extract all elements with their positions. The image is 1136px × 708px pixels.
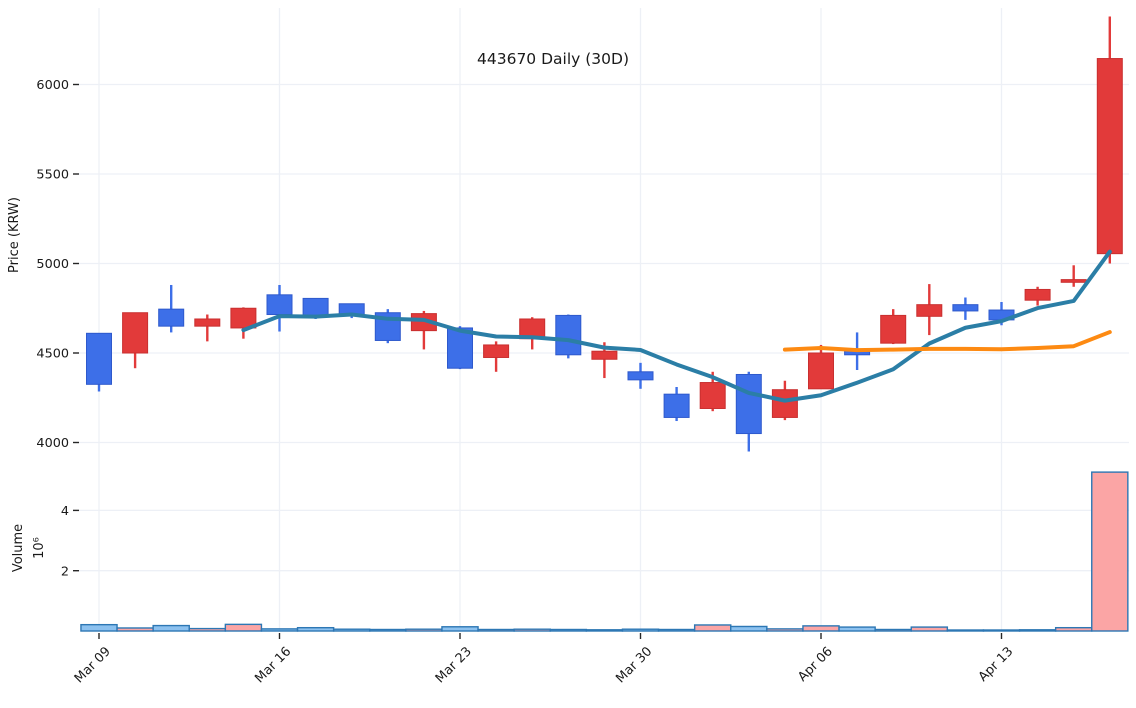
volume-bar bbox=[80, 623, 118, 632]
volume-axis-label: Volume bbox=[11, 524, 26, 572]
volume-bar bbox=[188, 627, 227, 632]
volume-bar bbox=[1054, 626, 1093, 632]
volume-bar bbox=[549, 628, 588, 632]
volume-bar bbox=[585, 629, 624, 632]
price-tick-label: 5500 bbox=[36, 168, 69, 183]
volume-bar bbox=[224, 623, 263, 632]
volume-bar bbox=[874, 628, 912, 632]
volume-bar bbox=[405, 628, 443, 632]
candle-body bbox=[1060, 279, 1087, 283]
volume-tick-label: 4 bbox=[61, 504, 69, 519]
candle-body bbox=[699, 382, 726, 409]
volume-bar bbox=[477, 628, 515, 632]
volume-bar bbox=[513, 628, 551, 632]
candle-body bbox=[1096, 58, 1123, 255]
candle-body bbox=[447, 327, 473, 369]
candle-body bbox=[952, 304, 979, 312]
axes-layer: 4000 4500 5000 5500 6000 2 4 Mar 09 Mar 16 Mar 23… bbox=[36, 78, 1016, 686]
volume-bar bbox=[441, 626, 479, 632]
volume-bar bbox=[657, 628, 696, 632]
volume-bar bbox=[838, 626, 876, 632]
date-tick-label: Mar 09 bbox=[72, 644, 114, 686]
candle-body bbox=[591, 350, 618, 360]
price-tick-label: 6000 bbox=[36, 78, 69, 93]
candle-body bbox=[483, 344, 510, 358]
volume-tick-label: 2 bbox=[61, 564, 69, 579]
candle-body bbox=[880, 314, 907, 344]
candle-body bbox=[555, 314, 582, 356]
moving-average-layer bbox=[241, 249, 1112, 403]
date-tick-label: Apr 13 bbox=[976, 644, 1017, 685]
candle-body bbox=[735, 373, 762, 435]
volume-scale-label: 10⁶ bbox=[32, 537, 47, 559]
volume-bar bbox=[332, 628, 371, 632]
candle-body bbox=[230, 307, 257, 329]
volume-bar bbox=[910, 626, 949, 632]
volume-bar bbox=[116, 627, 154, 632]
price-axis-label: Price (KRW) bbox=[7, 197, 22, 273]
price-tick-label: 5000 bbox=[36, 257, 69, 272]
volume-bars-layer bbox=[80, 471, 1129, 632]
volume-bar bbox=[730, 625, 768, 632]
date-tick-label: Mar 23 bbox=[433, 644, 475, 686]
candle-body bbox=[194, 318, 221, 327]
candle-body bbox=[663, 393, 690, 418]
date-tick-label: Mar 30 bbox=[613, 644, 655, 686]
ma20-line bbox=[782, 330, 1112, 353]
ma5-line bbox=[241, 249, 1112, 403]
candle-body bbox=[302, 297, 329, 316]
volume-bar bbox=[621, 628, 660, 632]
volume-bar bbox=[1091, 471, 1129, 632]
volume-bar bbox=[766, 628, 804, 632]
volume-bar bbox=[152, 624, 190, 632]
volume-bar bbox=[946, 629, 985, 632]
volume-bar bbox=[802, 625, 840, 632]
candle-body bbox=[771, 389, 798, 418]
price-tick-label: 4500 bbox=[36, 347, 69, 362]
volume-bar bbox=[296, 626, 335, 632]
candle-body bbox=[916, 304, 943, 317]
candle-body bbox=[1024, 288, 1051, 301]
date-tick-label: Mar 16 bbox=[252, 644, 294, 686]
volume-bar bbox=[693, 624, 732, 632]
volume-bar bbox=[982, 629, 1021, 632]
candle-body bbox=[627, 371, 654, 381]
candle-body bbox=[158, 308, 185, 327]
volume-bar bbox=[1018, 629, 1057, 632]
chart-title: 443670 Daily (30D) bbox=[477, 50, 629, 68]
volume-bar bbox=[260, 628, 299, 632]
candle-body bbox=[122, 312, 149, 354]
candle-body bbox=[86, 332, 112, 385]
price-tick-label: 4000 bbox=[36, 436, 69, 451]
date-tick-label: Apr 06 bbox=[795, 644, 836, 685]
volume-bar bbox=[369, 628, 407, 632]
candles-layer bbox=[86, 16, 1123, 452]
candle-body bbox=[808, 352, 834, 390]
candle-body bbox=[266, 294, 293, 316]
